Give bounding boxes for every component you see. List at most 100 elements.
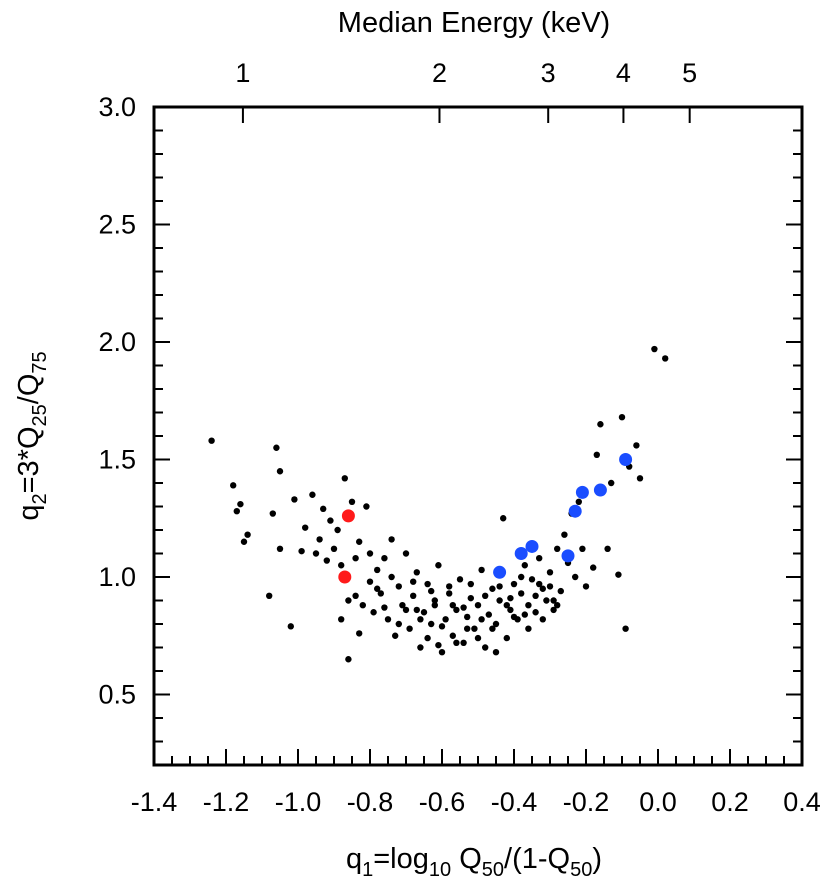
data-point [449, 632, 456, 639]
data-point [546, 583, 554, 590]
data-point [482, 644, 489, 651]
data-point [471, 625, 478, 632]
data-point [536, 555, 543, 562]
data-point [518, 590, 525, 597]
data-point [208, 437, 215, 444]
data-point [345, 597, 352, 604]
highlight-point [561, 549, 575, 563]
x-tick-label: -0.6 [419, 787, 466, 817]
data-point [413, 569, 420, 576]
data-point [269, 510, 276, 517]
data-point [582, 583, 590, 590]
data-point [467, 580, 474, 588]
data-point [492, 620, 500, 628]
data-point [561, 531, 568, 538]
data-point [316, 536, 323, 543]
data-point [334, 526, 341, 534]
highlight-point [493, 565, 507, 579]
x-tick-label: -0.8 [347, 787, 394, 817]
data-point [557, 587, 564, 595]
x-tick-label: -0.2 [563, 787, 610, 817]
data-point [233, 508, 240, 515]
data-point [438, 649, 446, 656]
data-point [597, 421, 604, 428]
data-point [453, 639, 460, 646]
data-point [554, 602, 561, 609]
data-point [428, 587, 435, 595]
data-point [435, 641, 442, 649]
data-point [651, 345, 658, 353]
data-point [442, 616, 449, 623]
data-point [327, 517, 334, 524]
data-point [352, 555, 359, 562]
data-point [392, 632, 399, 639]
data-point [460, 639, 467, 646]
data-point [356, 630, 363, 637]
plot-frame [152, 105, 804, 767]
data-point [366, 578, 374, 585]
data-point [572, 573, 579, 581]
data-point [431, 597, 438, 604]
x-tick-label: -1.2 [203, 787, 250, 817]
data-point [539, 616, 546, 623]
data-point [388, 536, 395, 543]
highlight-point [514, 547, 528, 560]
data-point [291, 496, 298, 503]
data-point [359, 602, 366, 609]
data-point [352, 592, 359, 599]
data-point [413, 606, 420, 614]
data-point [338, 562, 345, 569]
data-point [302, 524, 309, 531]
top-tick-label: 4 [616, 58, 631, 88]
data-point [485, 611, 492, 618]
data-point [460, 604, 467, 611]
highlight-point [619, 453, 633, 466]
data-point [338, 616, 345, 623]
data-point [384, 616, 392, 623]
data-point [590, 564, 597, 571]
data-point [237, 500, 244, 508]
top-tick-label: 3 [541, 58, 556, 88]
data-point [539, 585, 546, 592]
data-point [420, 609, 428, 616]
data-points [208, 345, 669, 663]
data-point [356, 538, 363, 545]
x-tick-label: 0.0 [639, 787, 677, 817]
data-point [579, 545, 586, 552]
data-point [320, 505, 327, 513]
x-tick-label: -1.0 [275, 787, 322, 817]
top-tick-label: 5 [682, 58, 697, 88]
data-point [521, 562, 528, 569]
data-point [345, 656, 352, 663]
data-point [309, 491, 316, 498]
data-point [388, 573, 395, 581]
data-point [489, 585, 496, 592]
y-tick-label: 1.5 [98, 445, 136, 475]
data-point [341, 475, 348, 482]
data-point [374, 566, 381, 574]
highlight-point [593, 483, 607, 497]
data-point [240, 538, 248, 545]
x-tick-label: 0.4 [783, 787, 821, 817]
data-point [507, 606, 514, 614]
data-point [449, 602, 456, 609]
top-axis-title: Median Energy (keV) [338, 7, 610, 39]
top-tick-label: 2 [432, 58, 447, 88]
y-tick-label: 3.0 [98, 92, 136, 122]
x-axis-title: q1=log10 Q50/(1-Q50) [346, 843, 602, 881]
data-point [478, 616, 485, 623]
data-point [431, 602, 438, 609]
data-point [410, 592, 417, 599]
axis-ticks: -1.4 -1.2 -1.0 -0.8 -0.6 -0.4 -0.2 0.0 0.2 0.4 0.5… [98, 58, 820, 817]
y-tick-label: 0.5 [98, 680, 136, 710]
data-point [438, 623, 446, 630]
data-point [330, 545, 338, 552]
data-point [381, 555, 388, 562]
data-point [424, 634, 431, 642]
data-point [428, 620, 435, 628]
data-point [662, 355, 669, 362]
data-point [402, 606, 410, 614]
x-tick-label: -0.4 [491, 787, 538, 817]
y-tick-label: 2.0 [98, 327, 136, 357]
